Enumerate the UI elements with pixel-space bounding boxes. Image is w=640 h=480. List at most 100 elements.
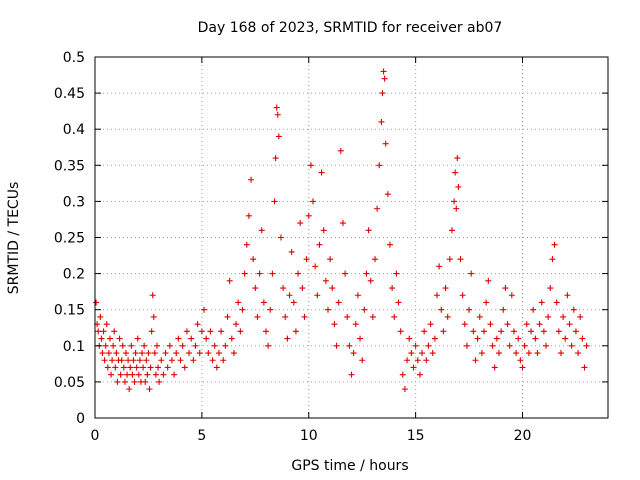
data-point — [481, 328, 488, 335]
data-point — [171, 371, 178, 378]
data-point — [455, 183, 462, 190]
data-point — [395, 299, 402, 306]
data-point — [457, 256, 464, 263]
data-point — [271, 198, 278, 205]
data-point — [414, 357, 421, 364]
data-point — [508, 292, 515, 299]
data-point — [427, 321, 434, 328]
axis-ticks — [94, 56, 608, 419]
data-point — [581, 364, 588, 371]
data-point — [344, 313, 351, 320]
data-point — [127, 364, 134, 371]
data-point — [286, 292, 293, 299]
data-point — [211, 342, 218, 349]
data-point — [399, 371, 406, 378]
data-point — [365, 227, 372, 234]
data-point — [461, 321, 468, 328]
x-tick-label: 15 — [407, 428, 425, 444]
data-point — [301, 313, 308, 320]
data-point — [322, 277, 329, 284]
data-point — [354, 292, 361, 299]
data-point — [381, 75, 388, 82]
data-point — [429, 350, 436, 357]
x-tick-label: 0 — [91, 428, 100, 444]
data-point — [254, 313, 261, 320]
data-point — [186, 350, 193, 357]
data-point — [295, 270, 302, 277]
data-point — [192, 342, 199, 349]
data-point — [248, 176, 255, 183]
data-point — [346, 342, 353, 349]
data-point — [510, 328, 517, 335]
data-point — [357, 335, 364, 342]
data-point — [260, 299, 267, 306]
data-point — [126, 386, 133, 393]
data-point — [215, 350, 222, 357]
data-point — [348, 371, 355, 378]
data-point — [95, 328, 102, 335]
data-point — [218, 328, 225, 335]
data-point — [386, 241, 393, 248]
data-point — [361, 306, 368, 313]
data-point — [404, 357, 411, 364]
data-point — [153, 342, 160, 349]
data-point — [498, 328, 505, 335]
data-point — [303, 256, 310, 263]
data-point — [372, 256, 379, 263]
data-point — [160, 371, 167, 378]
data-point — [282, 313, 289, 320]
data-point — [135, 371, 142, 378]
data-point — [389, 285, 396, 292]
data-point — [168, 357, 175, 364]
data-point — [470, 328, 477, 335]
data-point — [128, 342, 135, 349]
data-point — [256, 270, 263, 277]
data-point — [318, 169, 325, 176]
data-point — [267, 306, 274, 313]
data-point — [190, 357, 197, 364]
x-tick-labels: 0 5 10 15 20 — [91, 428, 532, 444]
data-point — [369, 313, 376, 320]
data-point — [452, 169, 459, 176]
data-point — [166, 342, 173, 349]
data-point — [408, 350, 415, 357]
data-point — [380, 68, 387, 75]
y-tick-label: 0.1 — [63, 339, 85, 355]
y-tick-label: 0.5 — [63, 50, 85, 66]
data-point — [523, 321, 530, 328]
data-point — [102, 342, 109, 349]
data-point — [493, 335, 500, 342]
data-point — [566, 321, 573, 328]
x-tick-label: 20 — [514, 428, 532, 444]
data-point — [112, 364, 119, 371]
data-point — [495, 350, 502, 357]
data-point — [292, 328, 299, 335]
data-point — [472, 357, 479, 364]
data-point — [564, 292, 571, 299]
data-point — [468, 270, 475, 277]
data-point — [376, 162, 383, 169]
data-point — [201, 306, 208, 313]
data-point — [312, 263, 319, 270]
data-point — [99, 350, 106, 357]
data-point — [454, 155, 461, 162]
data-point — [98, 335, 105, 342]
data-point — [431, 335, 438, 342]
data-point — [478, 350, 485, 357]
data-point — [579, 335, 586, 342]
data-point — [250, 256, 257, 263]
data-point — [474, 335, 481, 342]
data-point — [528, 328, 535, 335]
data-point — [142, 378, 149, 385]
data-point — [549, 256, 556, 263]
data-point — [444, 313, 451, 320]
data-point — [423, 357, 430, 364]
data-point — [425, 342, 432, 349]
data-point — [222, 342, 229, 349]
data-point — [241, 270, 248, 277]
data-point — [310, 198, 317, 205]
data-point — [453, 205, 460, 212]
data-point — [179, 342, 186, 349]
data-point — [506, 342, 513, 349]
data-point — [149, 292, 156, 299]
